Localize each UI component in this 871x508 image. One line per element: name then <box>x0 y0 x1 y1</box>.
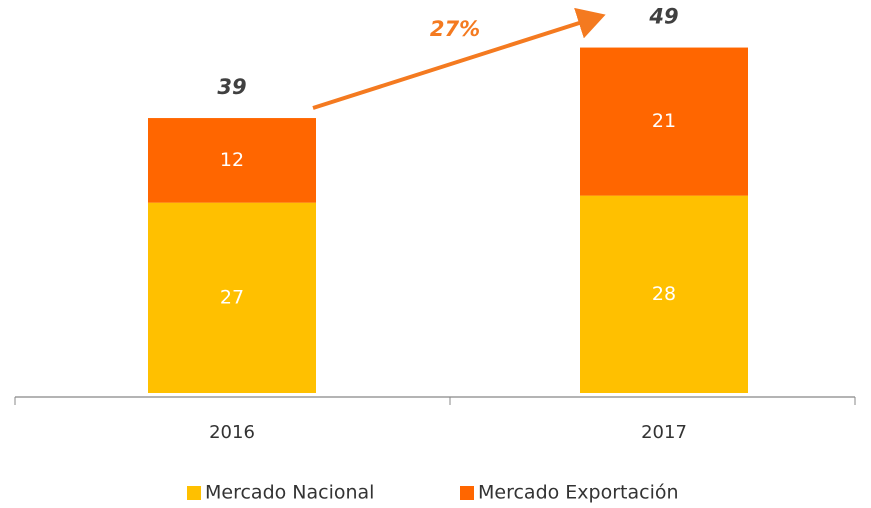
x-tick-label: 2017 <box>641 422 687 443</box>
total-label: 49 <box>648 5 678 29</box>
value-label: 12 <box>220 149 244 171</box>
legend-label: Mercado Nacional <box>205 482 374 504</box>
x-tick-label: 2016 <box>209 422 255 443</box>
legend-swatch <box>460 486 474 500</box>
legend-swatch <box>187 486 201 500</box>
value-label: 21 <box>652 110 676 132</box>
value-label: 27 <box>220 286 244 308</box>
total-label: 39 <box>217 75 246 99</box>
bar-segment <box>148 118 316 203</box>
bar-segment <box>580 195 748 393</box>
legend-label: Mercado Exportación <box>478 482 679 504</box>
bar-segment <box>580 47 748 196</box>
value-label: 28 <box>652 283 676 305</box>
bar-segment <box>148 202 316 393</box>
growth-arrow <box>312 7 606 110</box>
growth-label: 27% <box>430 17 480 41</box>
